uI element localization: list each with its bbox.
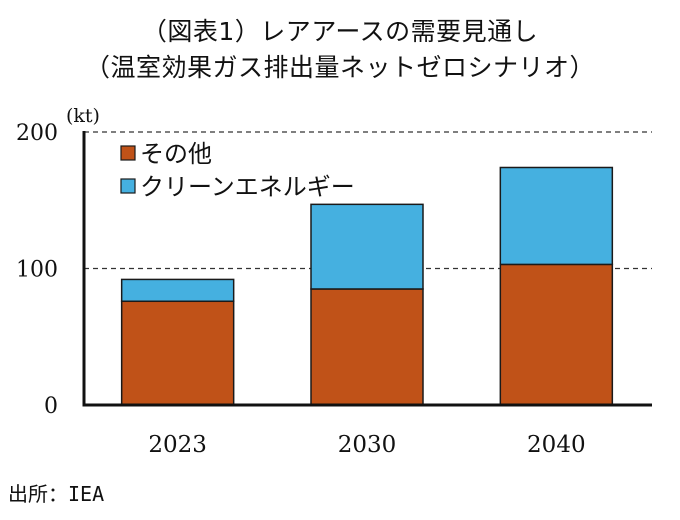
bars [120,166,614,406]
x-tick-label: 2040 [527,432,586,458]
x-tick-label: 2023 [148,432,207,458]
chart-title: （図表1）レアアースの需要見通し [141,17,539,46]
chart-subtitle: （温室効果ガス排出量ネットゼロシナリオ） [84,53,595,82]
y-tick-label: 100 [16,258,58,283]
bar-2040-series-0 [499,263,614,406]
source-note: 出所：IEA [8,482,105,506]
axes [82,131,652,407]
bar-2023-series-1 [120,278,235,303]
bar-2023-series-0 [120,300,235,406]
x-tick-label: 2030 [338,432,397,458]
bar-2030-series-1 [310,203,424,290]
bar-2030-series-0 [310,288,424,406]
bar-2040-series-1 [499,166,614,266]
legend-swatch-0 [120,145,136,161]
legend-swatch-1 [120,178,136,194]
x-tick-labels: 2023 2030 2040 [148,432,585,458]
y-unit-label: (kt) [66,105,100,127]
legend-label-1: クリーンエネルギー [140,173,355,201]
y-tick-label: 0 [44,394,58,419]
legend-label-0: その他 [140,140,212,168]
y-tick-labels: 0 100 200 [16,121,58,419]
y-tick-label: 200 [16,121,58,146]
